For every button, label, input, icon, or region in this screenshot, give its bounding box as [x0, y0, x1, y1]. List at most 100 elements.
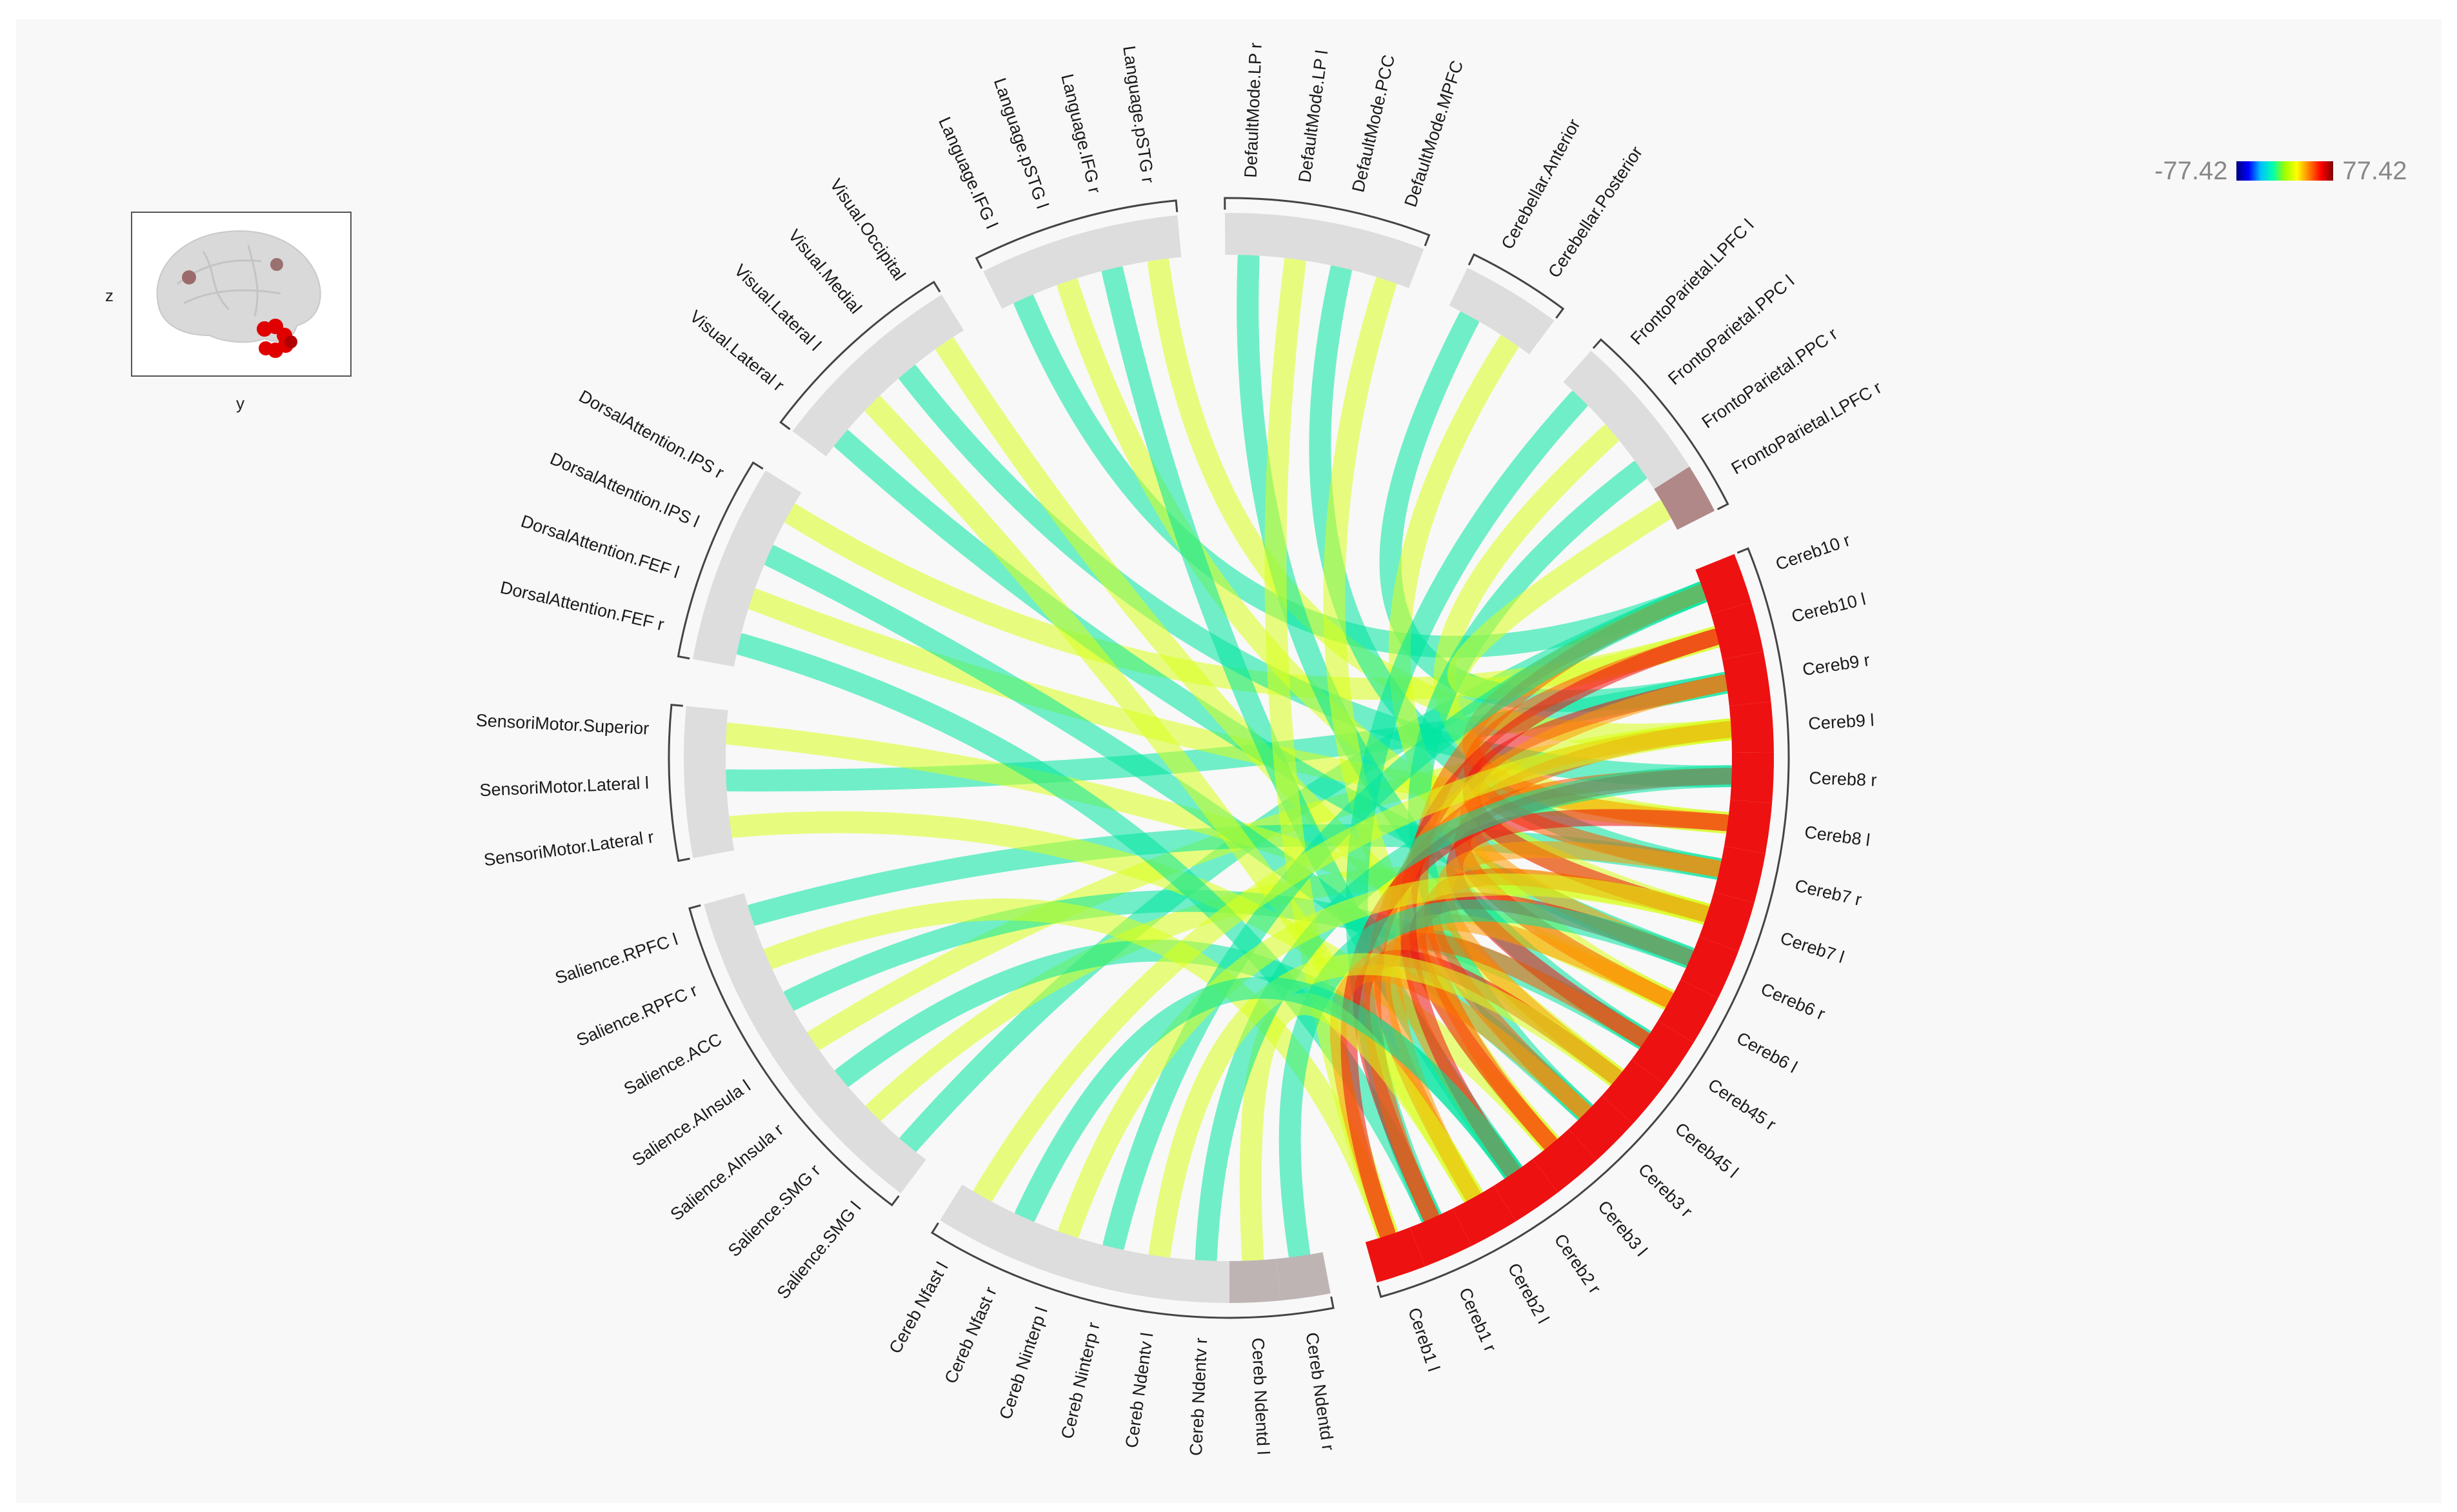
segment-cereb-nfast-r — [984, 1208, 1046, 1266]
node-label-cereb2-l: Cereb2 l — [1504, 1260, 1553, 1327]
node-label-cereb-ndentv-r: Cereb Ndentv r — [1186, 1337, 1211, 1456]
node-label-sensorimotor-lateral-l: SensoriMotor.Lateral l — [479, 773, 650, 800]
node-label-cereb1-l: Cereb1 l — [1404, 1305, 1444, 1373]
segment-defaultmode-pcc — [1318, 221, 1376, 274]
region-markers — [257, 319, 297, 358]
segment-visual-medial — [860, 323, 926, 387]
node-label-dorsalattention-fef-l: DorsalAttention.FEF l — [519, 512, 682, 582]
segment-cereb3-r — [1568, 1095, 1633, 1160]
segment-cereb45-l — [1602, 1059, 1666, 1124]
ribbon-cereb-ndentd-r — [1278, 899, 1699, 1265]
segment-frontoparietal-lpfc-l — [1563, 350, 1627, 415]
node-label-visual-occipital: Visual.Occipital — [826, 175, 910, 284]
node-label-visual-lateral-r: Visual.Lateral r — [686, 306, 788, 395]
group-bracket-visual — [779, 281, 941, 430]
segment-language-pstg-r — [1127, 215, 1182, 264]
colorbar-min: -77.42 — [2154, 156, 2228, 185]
segment-cereb1-r — [1409, 1208, 1472, 1267]
brain-sagittal-icon — [156, 230, 321, 358]
node-label-cereb6-r: Cereb6 r — [1758, 979, 1827, 1024]
group-bracket-defaultmode — [1224, 197, 1431, 246]
group-bracket-frontoparietal — [1592, 338, 1729, 510]
node-label-cereb45-l: Cereb45 l — [1671, 1119, 1742, 1182]
segment-frontoparietal-lpfc-r — [1654, 466, 1715, 530]
node-label-cereb-ninterp-r: Cereb Ninterp r — [1057, 1320, 1104, 1441]
node-label-visual-lateral-l: Visual.Lateral l — [730, 261, 824, 355]
segment-dorsalattention-fef-l — [704, 561, 760, 621]
segment-visual-lateral-l — [824, 355, 890, 421]
segment-cereb6-l — [1658, 979, 1718, 1043]
segment-cereb9-l — [1729, 701, 1774, 753]
node-label-cereb-nfast-r: Cereb Nfast r — [941, 1284, 1001, 1386]
node-label-cereb-ndentd-l: Cereb Ndentd l — [1248, 1337, 1273, 1455]
node-label-cereb8-r: Cereb8 r — [1809, 768, 1877, 790]
node-label-cereb3-l: Cereb3 l — [1594, 1197, 1651, 1260]
segment-cereb3-l — [1532, 1129, 1597, 1193]
node-label-cereb45-r: Cereb45 r — [1704, 1075, 1779, 1134]
axis-label-y: y — [236, 393, 244, 413]
connection-ribbons — [717, 246, 1740, 1269]
segment-cerebellar-posterior — [1490, 292, 1555, 355]
ring-segments — [684, 212, 1774, 1303]
segment-visual-lateral-r — [792, 392, 856, 457]
ribbon-cereb-nfast-r — [1014, 977, 1524, 1227]
group-bracket-language — [975, 199, 1179, 269]
segment-cereb8-l — [1724, 799, 1773, 854]
node-label-cereb1-r: Cereb1 r — [1455, 1285, 1500, 1355]
group-bracket-salience — [688, 904, 900, 1207]
segment-cereb9-r — [1722, 651, 1771, 706]
segment-cereb-ndentv-l — [1128, 1252, 1183, 1301]
segment-cereb10-r — [1695, 553, 1751, 614]
group-brackets — [668, 197, 1790, 1319]
node-label-dorsalattention-ips-l: DorsalAttention.IPS l — [547, 449, 702, 532]
segment-salience-smg-r — [826, 1097, 890, 1161]
segment-dorsalattention-ips-r — [741, 470, 802, 534]
segment-cereb-nfast-l — [940, 1184, 1004, 1246]
segment-language-ifg-l — [983, 250, 1045, 309]
segment-cereb-ninterp-l — [1030, 1226, 1091, 1282]
segment-sensorimotor-superior — [684, 706, 728, 757]
group-bracket-cereb-nuclei — [930, 1222, 1335, 1319]
node-label-sensorimotor-lateral-r: SensoriMotor.Lateral r — [482, 827, 655, 870]
segment-sensorimotor-lateral-r — [686, 804, 735, 859]
segment-salience-rpfc-l — [704, 893, 759, 953]
segment-salience-ainsula-l — [764, 1021, 827, 1086]
segment-cereb45-r — [1631, 1020, 1694, 1085]
node-label-defaultmode-mpfc: DefaultMode.MPFC — [1400, 58, 1467, 210]
node-label-defaultmode-lp-l: DefaultMode.LP l — [1295, 49, 1331, 184]
node-label-sensorimotor-superior: SensoriMotor.Superior — [475, 711, 650, 739]
node-label-visual-medial: Visual.Medial — [784, 226, 866, 317]
node-label-dorsalattention-fef-r: DorsalAttention.FEF r — [499, 577, 666, 634]
segment-cereb-ninterp-r — [1079, 1241, 1137, 1294]
ribbon-salience-rpfc-r — [759, 899, 1398, 1244]
node-label-cereb8-l: Cereb8 l — [1804, 822, 1871, 850]
node-label-salience-rpfc-r: Salience.RPFC r — [573, 980, 700, 1050]
node-label-cereb-ndentv-l: Cereb Ndentv l — [1122, 1331, 1157, 1449]
node-label-language-ifg-r: Language.IFG r — [1057, 72, 1104, 195]
segment-frontoparietal-ppc-r — [1627, 424, 1690, 490]
node-label-salience-rpfc-l: Salience.RPFC l — [553, 930, 681, 988]
segment-cereb6-r — [1680, 936, 1738, 999]
colorbar-gradient — [2236, 161, 2334, 181]
segment-cereb-ndentv-r — [1179, 1258, 1230, 1303]
segment-salience-acc — [740, 980, 801, 1044]
node-label-language-pstg-r: Language.pSTG r — [1119, 45, 1158, 184]
node-label-defaultmode-pcc: DefaultMode.PCC — [1348, 53, 1398, 194]
group-bracket-cereb-lobules — [1377, 547, 1790, 1298]
glass-brain-inset — [131, 212, 352, 377]
segment-defaultmode-mpfc — [1364, 233, 1424, 288]
segment-cereb1-l — [1365, 1227, 1426, 1283]
node-label-salience-smg-l: Salience.SMG l — [773, 1198, 865, 1302]
ribbon-cereb-ndentd-l — [1239, 993, 1484, 1269]
ribbon-dorsalattention-fef-r — [730, 633, 1442, 1228]
segment-dorsalattention-ips-l — [720, 515, 779, 577]
segment-cerebellar-anterior — [1449, 268, 1513, 328]
node-label-cereb-ninterp-l: Cereb Ninterp l — [995, 1304, 1051, 1422]
ribbon-cereb-ndentv-l — [1148, 953, 1626, 1265]
node-label-cereb7-r: Cereb7 r — [1793, 876, 1864, 910]
colorbar: -77.42 77.42 — [2154, 155, 2407, 187]
segment-language-pstg-l — [1030, 234, 1089, 290]
node-label-salience-smg-r: Salience.SMG r — [724, 1160, 824, 1260]
segment-defaultmode-lp-r — [1224, 212, 1276, 257]
